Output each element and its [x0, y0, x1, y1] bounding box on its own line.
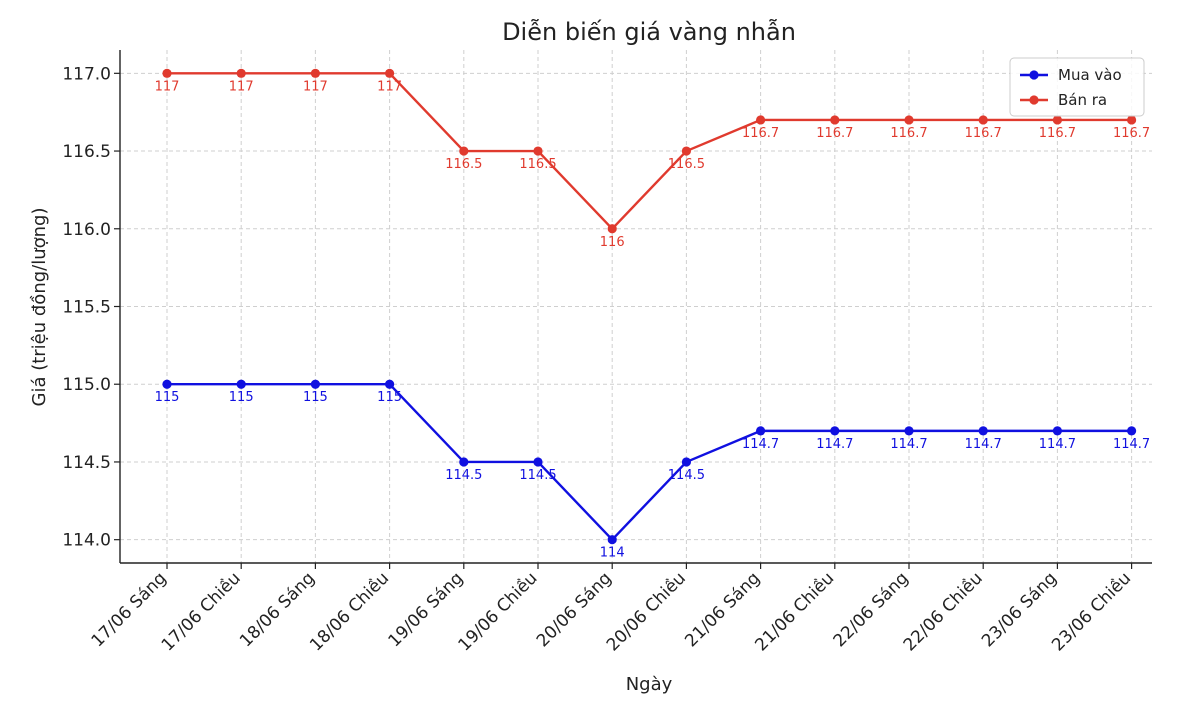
- legend-box: [1009, 57, 1145, 117]
- data-point: [681, 457, 692, 467]
- x-tick-label: 18/06 Chiều: [305, 568, 393, 656]
- data-point: [756, 426, 766, 436]
- legend-item: Bán ra: [1020, 91, 1107, 109]
- y-tick-label: 115.0: [62, 375, 111, 395]
- y-tick-label: 116.5: [62, 142, 111, 162]
- legend-swatch-marker: [1029, 70, 1039, 80]
- x-tick-label: 21/06 Sáng: [681, 568, 764, 651]
- data-label: 117: [155, 79, 180, 94]
- data-label: 117: [303, 79, 328, 94]
- y-tick-label: 114.0: [62, 531, 111, 551]
- data-label: 116.7: [742, 126, 779, 141]
- data-point: [904, 426, 914, 436]
- data-label: 115: [229, 390, 254, 405]
- data-point: [162, 379, 172, 389]
- data-label: 116.7: [1039, 126, 1076, 141]
- data-label: 116.5: [445, 157, 482, 172]
- data-label: 114.5: [668, 468, 705, 483]
- data-point: [310, 379, 320, 389]
- data-point: [236, 379, 246, 389]
- series-line: [167, 383, 1132, 541]
- data-label: 114.5: [519, 468, 556, 483]
- x-tick-label: 19/06 Sáng: [384, 568, 467, 651]
- y-tick-label: 115.5: [62, 298, 111, 318]
- data-point: [1052, 115, 1062, 125]
- data-label: 114.5: [445, 468, 482, 483]
- data-label: 116.7: [965, 126, 1002, 141]
- data-point: [756, 115, 766, 125]
- data-label: 114.7: [1113, 437, 1150, 452]
- x-tick-label: 23/06 Sáng: [978, 568, 1061, 651]
- data-label: 114.7: [1039, 437, 1076, 452]
- data-point: [1127, 426, 1137, 436]
- data-point: [1127, 115, 1137, 125]
- data-label: 117: [377, 79, 402, 94]
- x-tick-label: 22/06 Chiều: [899, 568, 987, 656]
- data-label: 115: [155, 390, 180, 405]
- data-label: 116.7: [890, 126, 927, 141]
- x-tick-label: 22/06 Sáng: [830, 568, 913, 651]
- y-axis-ticks: 114.0 114.5 115.0 115.5 116.0 116.5 117.0: [62, 64, 120, 551]
- data-label: 114.7: [890, 437, 927, 452]
- data-point: [533, 457, 543, 467]
- data-label: 116.7: [816, 126, 853, 141]
- data-label: 114.7: [742, 437, 779, 452]
- series-1: 115 115 115 115 114.5 114.5 114 114.5 114.7 114.7…: [155, 379, 1150, 561]
- x-tick-label: 17/06 Chiều: [157, 568, 245, 656]
- series-2: 117 117 117 117 116.5 116.5 116 116.5 116.7 116.7…: [155, 68, 1150, 250]
- series-layer: 115 115 115 115 114.5 114.5 114 114.5 114.7 114.7…: [155, 68, 1150, 561]
- data-point: [830, 426, 840, 436]
- data-point: [830, 115, 840, 125]
- data-label: 116.5: [519, 157, 556, 172]
- x-tick-label: 21/06 Chiều: [751, 568, 839, 656]
- data-label: 114: [600, 546, 625, 561]
- x-tick-label: 20/06 Chiều: [602, 568, 690, 656]
- data-label: 117: [229, 79, 254, 94]
- data-point: [533, 146, 543, 156]
- data-label: 114.7: [816, 437, 853, 452]
- data-point: [385, 68, 395, 78]
- data-point: [162, 68, 172, 78]
- x-tick-label: 19/06 Chiều: [454, 568, 542, 656]
- data-point: [681, 146, 692, 156]
- data-point: [978, 426, 988, 436]
- series-line: [167, 72, 1132, 230]
- data-point: [459, 457, 469, 467]
- data-label: 114.7: [965, 437, 1002, 452]
- data-point: [385, 379, 395, 389]
- data-point: [459, 146, 469, 156]
- data-point: [978, 115, 988, 125]
- y-tick-label: 114.5: [62, 453, 111, 473]
- y-tick-label: 117.0: [62, 64, 111, 84]
- data-point: [607, 224, 617, 234]
- data-point: [607, 535, 617, 545]
- data-label: 116.5: [668, 157, 705, 172]
- data-point: [310, 68, 320, 78]
- x-tick-label: 17/06 Sáng: [88, 568, 171, 651]
- data-label: 115: [303, 390, 328, 405]
- data-label: 116: [600, 235, 625, 250]
- data-point: [1052, 426, 1062, 436]
- x-tick-label: 20/06 Sáng: [533, 568, 616, 651]
- y-tick-label: 116.0: [62, 220, 111, 240]
- data-label: 116.7: [1113, 126, 1150, 141]
- x-tick-label: 18/06 Sáng: [236, 568, 319, 651]
- legend-item: Mua vào: [1020, 66, 1122, 84]
- x-axis-title: Ngày: [626, 674, 673, 695]
- data-label: 115: [377, 390, 402, 405]
- data-point: [904, 115, 914, 125]
- legend: Mua vào Bán ra: [1009, 57, 1145, 117]
- data-point: [236, 68, 246, 78]
- legend-swatch-marker: [1029, 95, 1039, 105]
- legend-label: Mua vào: [1058, 66, 1122, 84]
- legend-label: Bán ra: [1058, 91, 1107, 109]
- x-tick-label: 23/06 Chiều: [1047, 568, 1135, 656]
- y-axis-title: Giá (triệu đồng/lượng): [29, 207, 50, 406]
- chart-title: Diễn biến giá vàng nhẫn: [502, 17, 796, 46]
